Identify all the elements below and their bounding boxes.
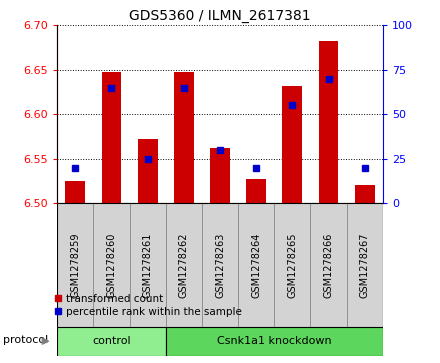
Bar bbox=[93, 203, 129, 327]
Bar bbox=[102, 72, 121, 203]
Text: control: control bbox=[92, 336, 131, 346]
Text: GSM1278259: GSM1278259 bbox=[70, 232, 80, 298]
Legend: transformed count, percentile rank within the sample: transformed count, percentile rank withi… bbox=[54, 294, 242, 317]
Bar bbox=[355, 185, 375, 203]
Bar bbox=[57, 327, 166, 356]
Text: protocol: protocol bbox=[3, 335, 48, 345]
Text: GSM1278265: GSM1278265 bbox=[287, 232, 297, 298]
Bar bbox=[66, 181, 85, 203]
Bar bbox=[282, 86, 302, 203]
Bar bbox=[238, 203, 274, 327]
Text: GSM1278261: GSM1278261 bbox=[143, 232, 153, 298]
Bar bbox=[166, 203, 202, 327]
Text: GSM1278262: GSM1278262 bbox=[179, 232, 189, 298]
Text: GSM1278263: GSM1278263 bbox=[215, 232, 225, 298]
Bar bbox=[138, 139, 158, 203]
Bar bbox=[311, 203, 347, 327]
Text: GSM1278266: GSM1278266 bbox=[323, 232, 334, 298]
Title: GDS5360 / ILMN_2617381: GDS5360 / ILMN_2617381 bbox=[129, 9, 311, 23]
Text: GSM1278264: GSM1278264 bbox=[251, 232, 261, 298]
Bar bbox=[166, 327, 383, 356]
Bar bbox=[129, 203, 166, 327]
Bar bbox=[347, 203, 383, 327]
Text: GSM1278260: GSM1278260 bbox=[106, 232, 117, 298]
Bar bbox=[246, 179, 266, 203]
Bar bbox=[210, 148, 230, 203]
Text: Csnk1a1 knockdown: Csnk1a1 knockdown bbox=[217, 336, 332, 346]
Bar bbox=[57, 203, 93, 327]
Bar bbox=[319, 41, 338, 203]
Bar bbox=[174, 72, 194, 203]
Text: GSM1278267: GSM1278267 bbox=[360, 232, 370, 298]
Bar bbox=[202, 203, 238, 327]
Bar bbox=[274, 203, 311, 327]
